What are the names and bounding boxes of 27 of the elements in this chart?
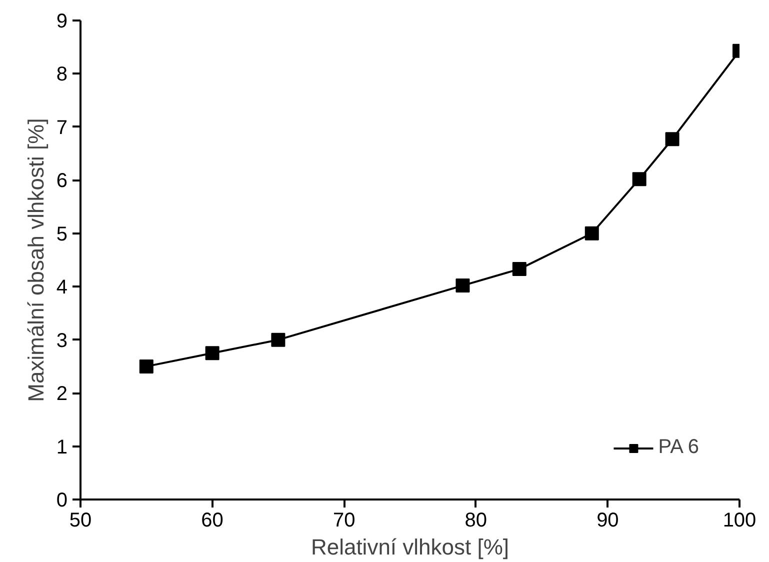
y-tick-label: 9 — [56, 10, 68, 32]
point — [632, 172, 646, 186]
x-axis-title: Relativní vlhkost [%] — [310, 534, 510, 560]
y-tick-label: 6 — [56, 170, 68, 192]
x-tick-label: 70 — [332, 510, 356, 532]
y-tick-label: 3 — [56, 330, 68, 352]
point — [139, 359, 154, 374]
point — [665, 132, 680, 146]
y-tick-label: 8 — [56, 64, 68, 86]
x-tick-label: 80 — [464, 510, 488, 532]
y-tick-label: 2 — [56, 383, 68, 406]
y-tick-label: 7 — [56, 116, 68, 139]
x-tick-label: 50 — [69, 510, 92, 532]
x-tick-label: 90 — [596, 510, 619, 532]
y-tick-label: 0 — [56, 490, 68, 512]
y-axis-title: Maximální obsah vlhkosti [%] — [23, 118, 48, 402]
point — [271, 332, 286, 347]
point — [584, 226, 599, 240]
point — [512, 262, 526, 276]
x-tick-label: 100 — [722, 510, 756, 532]
y-tick-label: 5 — [56, 223, 68, 246]
y-tick-label: 1 — [56, 436, 68, 458]
point — [205, 346, 220, 360]
point — [456, 278, 470, 293]
y-tick-label: 4 — [56, 276, 68, 299]
x-tick-label: 60 — [201, 510, 224, 532]
legend-label: PA 6 — [658, 436, 699, 459]
